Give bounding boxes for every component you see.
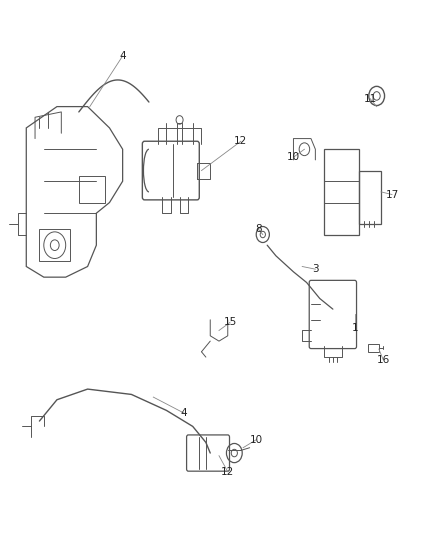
- Text: 4: 4: [180, 408, 187, 418]
- Text: 12: 12: [221, 467, 234, 477]
- Text: 3: 3: [312, 264, 319, 274]
- Text: 16: 16: [377, 355, 390, 365]
- Text: 15: 15: [223, 318, 237, 327]
- Text: 10: 10: [287, 152, 300, 162]
- Text: 11: 11: [364, 94, 377, 103]
- Text: 1: 1: [351, 323, 358, 333]
- Text: 8: 8: [255, 224, 262, 234]
- Text: 4: 4: [119, 51, 126, 61]
- Text: 12: 12: [234, 136, 247, 146]
- Text: 17: 17: [385, 190, 399, 199]
- Text: 10: 10: [250, 435, 263, 445]
